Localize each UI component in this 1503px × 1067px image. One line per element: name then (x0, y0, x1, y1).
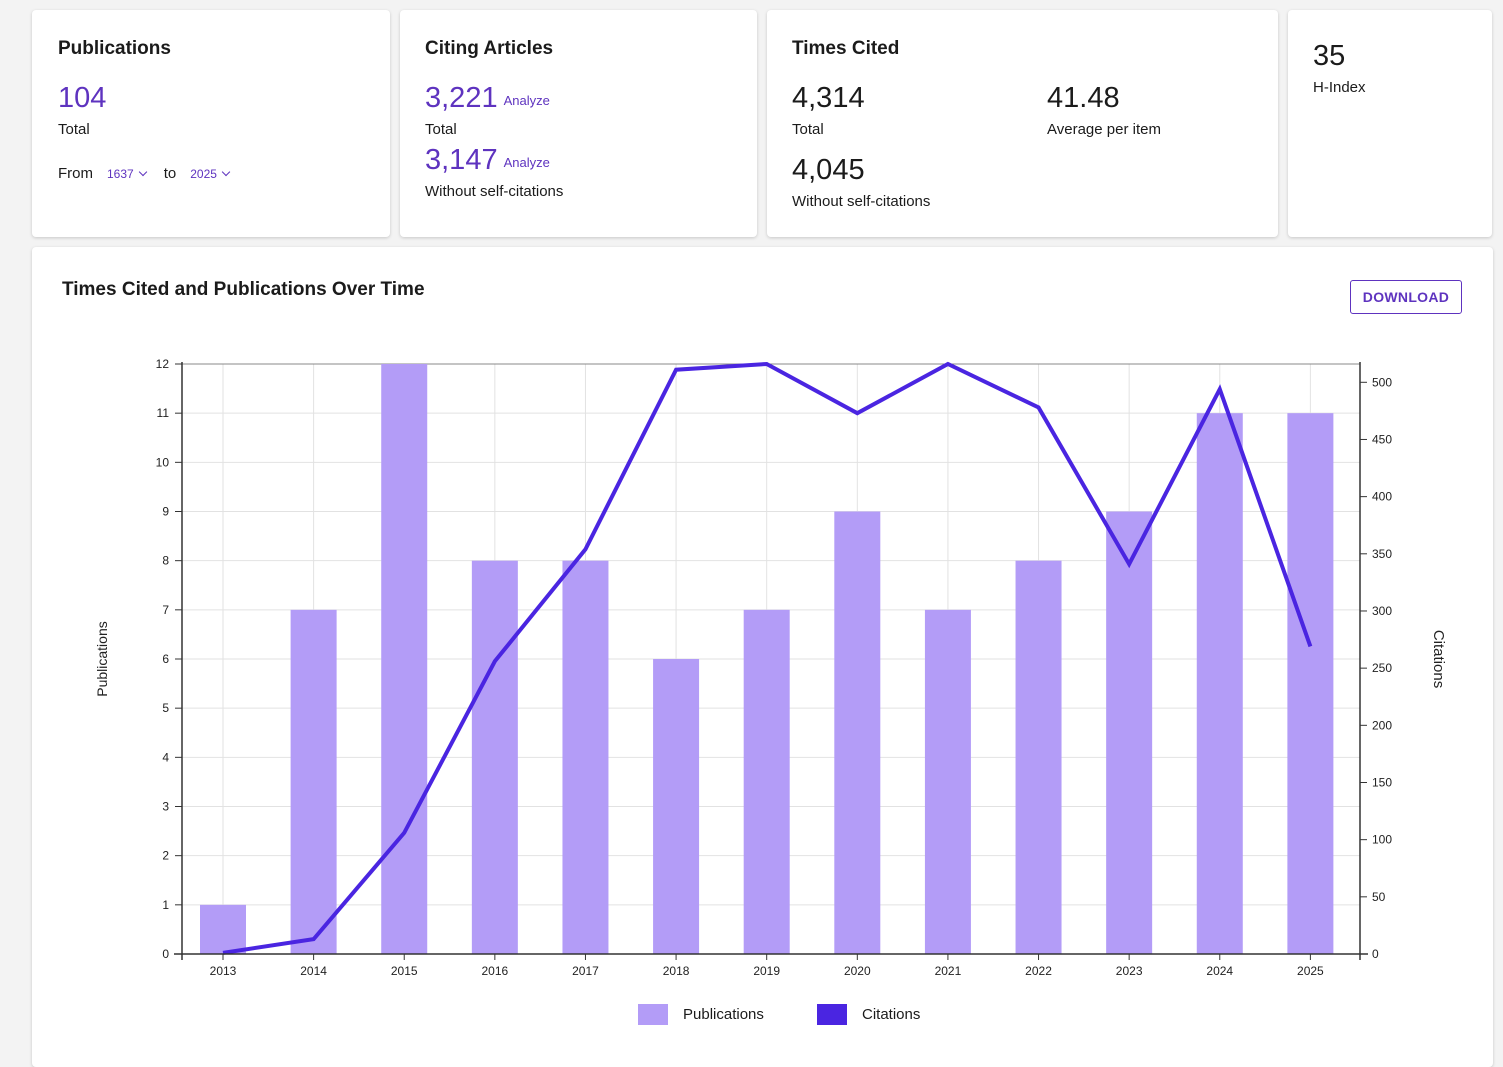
bar-publications (1287, 413, 1333, 954)
year-range: From 1637 to 2025 (58, 165, 247, 182)
chart-card: Times Cited and Publications Over Time D… (32, 247, 1493, 1067)
times-cited-card: Times Cited 4,314 Total 41.48 Average pe… (767, 10, 1278, 237)
publications-card: Publications 104 Total From 1637 to 2025 (32, 10, 390, 237)
from-label: From (58, 165, 93, 182)
y-tick-label-left: 3 (162, 800, 169, 814)
average-per-item: 41.48 (1047, 82, 1120, 114)
citing-without-self-row: 3,147 Analyze (425, 144, 550, 179)
x-tick-label: 2025 (1297, 964, 1324, 978)
bar-publications (1197, 413, 1243, 954)
times-cited-publications-chart: 0123456789101112050100150200250300350400… (32, 247, 1493, 1067)
x-tick-label: 2014 (300, 964, 327, 978)
y-tick-label-right: 200 (1372, 718, 1392, 732)
bar-publications (834, 512, 880, 955)
publications-total[interactable]: 104 (58, 82, 106, 114)
x-tick-label: 2019 (753, 964, 780, 978)
y-tick-label-left: 7 (162, 603, 169, 617)
y-tick-label-right: 150 (1372, 775, 1392, 789)
bar-publications (472, 561, 518, 954)
publications-swatch (638, 1004, 668, 1025)
y-tick-label-right: 400 (1372, 490, 1392, 504)
times-cited-total: 4,314 (792, 82, 865, 114)
analyze-link[interactable]: Analyze (504, 93, 550, 108)
y-tick-label-right: 300 (1372, 604, 1392, 618)
to-year-value: 2025 (190, 167, 217, 181)
bar-publications (1016, 561, 1062, 954)
citing-total-label: Total (425, 121, 457, 138)
x-tick-label: 2024 (1206, 964, 1233, 978)
citing-total[interactable]: 3,221 (425, 82, 498, 114)
chevron-down-icon (138, 168, 146, 176)
citing-without-self[interactable]: 3,147 (425, 144, 498, 176)
y-tick-label-right: 450 (1372, 432, 1392, 446)
x-tick-label: 2022 (1025, 964, 1052, 978)
bar-publications (1106, 512, 1152, 955)
legend-label-publications: Publications (683, 1006, 764, 1023)
times-cited-total-label: Total (792, 121, 824, 138)
y-tick-label-right: 50 (1372, 890, 1386, 904)
y-tick-label-right: 0 (1372, 947, 1379, 961)
chevron-down-icon (222, 168, 230, 176)
x-tick-label: 2023 (1116, 964, 1143, 978)
y-tick-label-left: 1 (162, 898, 169, 912)
times-cited-without-self-label: Without self-citations (792, 193, 930, 210)
legend-label-citations: Citations (862, 1006, 920, 1023)
y-tick-label-right: 350 (1372, 547, 1392, 561)
y-tick-label-left: 5 (162, 701, 169, 715)
x-tick-label: 2015 (391, 964, 418, 978)
y-tick-label-left: 12 (156, 357, 170, 371)
x-tick-label: 2020 (844, 964, 871, 978)
h-index-value: 35 (1313, 40, 1345, 72)
y-tick-label-right: 500 (1372, 375, 1392, 389)
publications-total-label: Total (58, 121, 90, 138)
x-tick-label: 2021 (935, 964, 962, 978)
y-tick-label-left: 8 (162, 554, 169, 568)
from-year-select[interactable]: 1637 (107, 167, 146, 181)
bar-publications (925, 610, 971, 954)
bar-publications (562, 561, 608, 954)
bar-publications (381, 364, 427, 954)
citations-swatch (817, 1004, 847, 1025)
citing-articles-title: Citing Articles (425, 38, 553, 60)
h-index-label: H-Index (1313, 79, 1366, 96)
x-tick-label: 2016 (481, 964, 508, 978)
times-cited-without-self: 4,045 (792, 154, 865, 186)
bar-publications (291, 610, 337, 954)
average-per-item-label: Average per item (1047, 121, 1161, 138)
h-index-card: 35 H-Index (1288, 10, 1492, 237)
citing-total-row: 3,221 Analyze (425, 82, 550, 117)
y-tick-label-left: 0 (162, 947, 169, 961)
y-tick-label-left: 9 (162, 505, 169, 519)
x-tick-label: 2017 (572, 964, 599, 978)
bar-publications (200, 905, 246, 954)
legend-item-citations[interactable]: Citations (817, 1004, 920, 1025)
analyze-link[interactable]: Analyze (504, 155, 550, 170)
x-tick-label: 2018 (663, 964, 690, 978)
y-tick-label-left: 10 (156, 455, 170, 469)
bar-publications (653, 659, 699, 954)
y-tick-label-left: 4 (162, 750, 169, 764)
bar-publications (744, 610, 790, 954)
y-tick-label-right: 100 (1372, 833, 1392, 847)
citing-articles-card: Citing Articles 3,221 Analyze Total 3,147… (400, 10, 757, 237)
legend-item-publications[interactable]: Publications (638, 1004, 764, 1025)
from-year-value: 1637 (107, 167, 134, 181)
y-tick-label-left: 2 (162, 849, 169, 863)
publications-title: Publications (58, 38, 171, 60)
y-axis-title-left: Publications (94, 621, 110, 697)
x-tick-label: 2013 (210, 964, 237, 978)
y-axis-title-right: Citations (1430, 630, 1447, 688)
y-tick-label-right: 250 (1372, 661, 1392, 675)
to-label: to (164, 165, 177, 182)
y-tick-label-left: 11 (157, 406, 170, 420)
to-year-select[interactable]: 2025 (190, 167, 229, 181)
times-cited-title: Times Cited (792, 38, 899, 60)
y-tick-label-left: 6 (162, 652, 169, 666)
citing-without-self-label: Without self-citations (425, 183, 563, 200)
